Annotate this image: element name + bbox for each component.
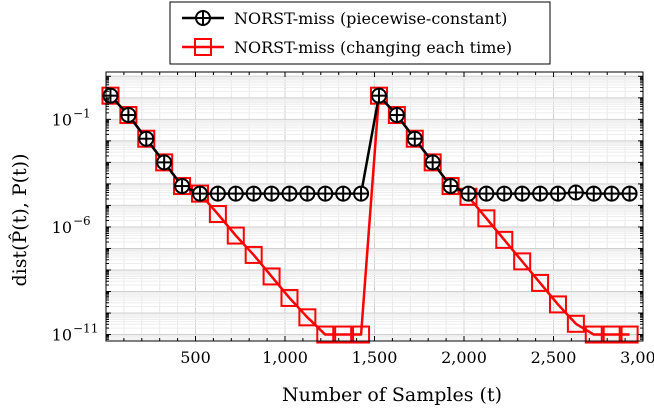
legend-marker-square: [194, 38, 212, 56]
data-point-circle-plus: [388, 107, 405, 124]
data-point-circle-plus: [335, 185, 352, 202]
data-point-circle-plus: [603, 185, 620, 202]
data-point-square: [513, 252, 532, 271]
y-tick-label: 10: [52, 110, 72, 129]
series-line-1: [109, 94, 630, 336]
x-tick-label: 1,500: [352, 348, 398, 367]
data-point-square: [531, 273, 550, 292]
data-point-circle-plus: [532, 185, 549, 202]
data-point-circle-plus: [209, 185, 226, 202]
data-point-circle-plus: [424, 154, 441, 171]
data-point-square: [226, 226, 245, 245]
data-point-square: [280, 288, 299, 307]
legend-entry-changing-each-time: NORST-miss (changing each time): [182, 38, 512, 57]
legend-entry-piecewise-constant: NORST-miss (piecewise-constant): [182, 9, 507, 28]
data-point-circle-plus: [496, 185, 513, 202]
y-tick-label: 10: [52, 218, 72, 237]
data-point-square: [620, 325, 639, 344]
data-point-circle-plus: [317, 185, 334, 202]
data-point-square: [477, 209, 496, 228]
data-point-circle-plus: [281, 185, 298, 202]
x-tick-label: 500: [180, 348, 211, 367]
data-point-square: [298, 308, 317, 327]
data-point-circle-plus: [245, 185, 262, 202]
data-point-circle-plus: [353, 185, 370, 202]
x-tick-label: 3,000: [620, 348, 654, 367]
legend-label-changing-each-time: NORST-miss (changing each time): [234, 38, 512, 57]
x-axis-title: Number of Samples (t): [282, 384, 502, 406]
data-point-square: [566, 314, 585, 333]
y-axis-title: dist(P̂(t), P(t)): [9, 153, 31, 286]
data-point-circle-plus: [621, 185, 638, 202]
data-point-square: [584, 325, 603, 344]
y-tick-label: 10: [52, 326, 72, 345]
data-point-square: [262, 267, 281, 286]
y-tick-exponent: −6: [73, 214, 91, 228]
data-point-square: [316, 325, 335, 344]
data-point-circle-plus: [174, 178, 191, 195]
data-point-square: [602, 325, 621, 344]
data-point-circle-plus: [549, 185, 566, 202]
data-point-circle-plus: [156, 154, 173, 171]
y-tick-exponent: −11: [73, 322, 98, 336]
data-point-circle-plus: [478, 185, 495, 202]
data-point-circle-plus: [585, 185, 602, 202]
grid: [106, 72, 643, 341]
data-point-square: [208, 205, 227, 224]
x-tick-label: 2,000: [441, 348, 487, 367]
data-point-circle-plus: [460, 185, 477, 202]
legend-label-piecewise-constant: NORST-miss (piecewise-constant): [234, 9, 507, 28]
data-point-circle-plus: [263, 185, 280, 202]
data-point-circle-plus: [442, 178, 459, 195]
series-0: [102, 87, 638, 202]
data-point-circle-plus: [370, 87, 387, 104]
data-point-square: [548, 295, 567, 314]
legend-box: [169, 1, 551, 65]
data-point-square: [244, 245, 263, 264]
data-point-square: [352, 325, 371, 344]
data-point-square: [495, 230, 514, 249]
data-point-circle-plus: [567, 184, 584, 201]
legend: NORST-miss (piecewise-constant) NORST-mi…: [169, 1, 551, 65]
x-tick-label: 1,000: [262, 348, 308, 367]
data-point-square: [334, 325, 353, 344]
data-point-circle-plus: [191, 185, 208, 202]
data-point-circle-plus: [138, 130, 155, 147]
legend-marker-circle-plus: [195, 10, 211, 26]
ticks: 5001,0001,5002,0002,5003,00010−1110−610−…: [52, 72, 654, 367]
data-point-circle-plus: [514, 185, 531, 202]
data-point-circle-plus: [299, 185, 316, 202]
data-point-circle-plus: [120, 107, 137, 124]
data-point-circle-plus: [406, 130, 423, 147]
series-layer: [101, 86, 639, 344]
x-tick-label: 2,500: [531, 348, 577, 367]
y-tick-exponent: −1: [73, 106, 91, 120]
data-point-circle-plus: [227, 185, 244, 202]
